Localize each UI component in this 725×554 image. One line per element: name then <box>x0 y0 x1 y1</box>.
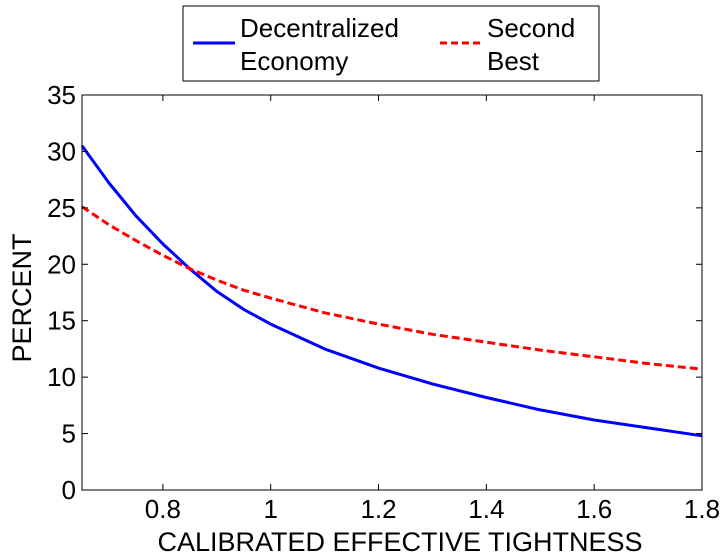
x-tick-label: 1 <box>263 494 277 524</box>
x-axis-label: CALIBRATED EFFECTIVE TIGHTNESS <box>157 527 642 554</box>
y-tick-label: 10 <box>47 362 76 392</box>
x-tick-label: 1.4 <box>468 494 504 524</box>
y-tick-label: 5 <box>62 419 76 449</box>
plot-area: 0.8 1 1.2 1.4 1.6 1.8 0 5 10 15 20 25 30 35 <box>47 80 720 524</box>
legend-label-second-best-line1: Second <box>487 13 575 43</box>
legend-label-second-best-line2: Best <box>487 46 540 76</box>
y-tick-label: 0 <box>62 475 76 505</box>
legend: Decentralized Economy Second Best <box>182 5 600 82</box>
y-axis-label: PERCENT <box>7 233 37 362</box>
series-line-decentralized-economy <box>80 144 703 438</box>
plot-background <box>82 95 702 490</box>
y-tick-label: 20 <box>47 249 76 279</box>
y-tick-label: 30 <box>47 136 76 166</box>
legend-label-decentralized-economy-line2: Economy <box>240 46 348 76</box>
x-tick-label: 1.6 <box>576 494 612 524</box>
y-tick-label: 35 <box>47 80 76 110</box>
y-tick-label: 25 <box>47 193 76 223</box>
legend-label-decentralized-economy-line1: Decentralized <box>240 13 399 43</box>
x-tick-label: 1.8 <box>684 494 720 524</box>
series-line-second-best <box>81 205 703 371</box>
x-tick-label: 1.2 <box>360 494 396 524</box>
legend-box <box>182 5 600 82</box>
y-tick-label: 15 <box>47 306 76 336</box>
x-tick-label: 0.8 <box>145 494 181 524</box>
plot-frame <box>81 94 703 491</box>
